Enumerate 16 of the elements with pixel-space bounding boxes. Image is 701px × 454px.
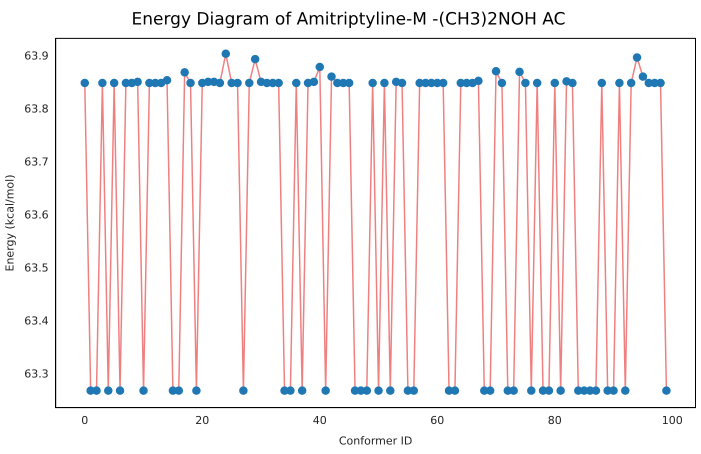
x-tick-label: 60 (430, 414, 444, 428)
x-tick-label: 40 (312, 414, 327, 428)
y-tick-label: 63.6 (24, 208, 49, 222)
y-tick-label: 63.7 (24, 155, 49, 168)
x-tick-label: 0 (81, 414, 88, 428)
y-tick-label: 63.9 (24, 49, 49, 62)
x-tick-label: 80 (548, 414, 562, 428)
x-axis-title: Conformer ID (338, 434, 412, 448)
y-axis-title: Energy (kcal/mol) (3, 174, 16, 272)
y-tick-label: 63.3 (24, 368, 49, 381)
x-tick-label: 20 (195, 414, 210, 428)
y-tick-label: 63.5 (24, 261, 49, 274)
x-tick-label: 100 (662, 414, 683, 428)
y-tick-label: 63.4 (24, 314, 49, 328)
y-tick-label: 63.8 (24, 102, 49, 116)
chart-title: Energy Diagram of Amitriptyline-M -(CH3)2NOH AC (132, 10, 566, 30)
